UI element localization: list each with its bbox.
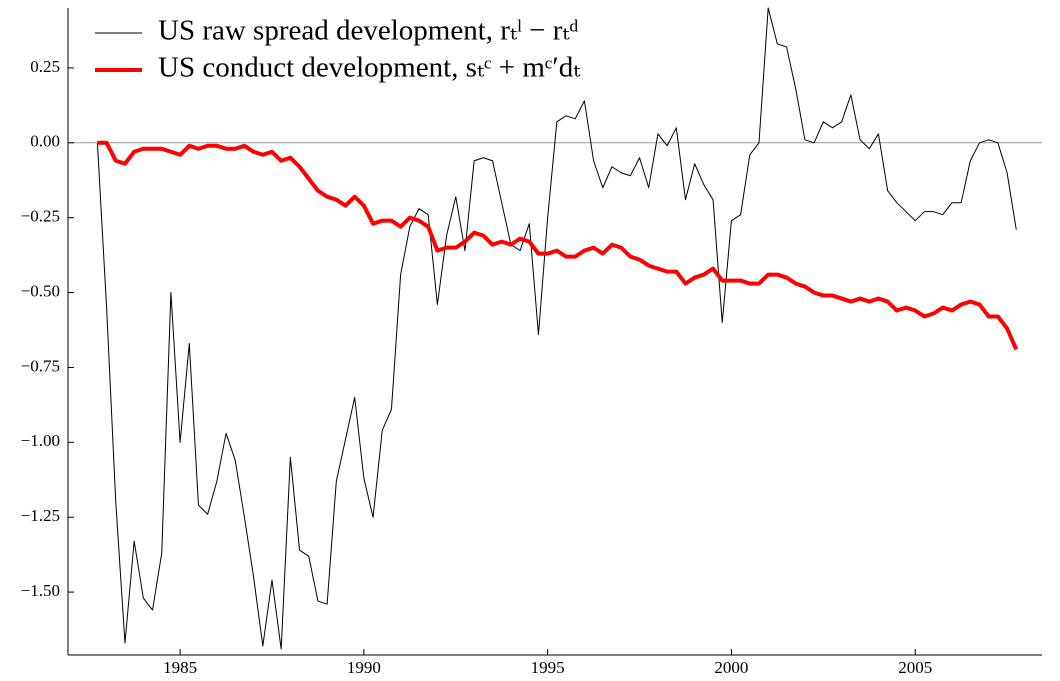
y-tick-label: −0.75 xyxy=(21,356,60,375)
x-tick-label: 1985 xyxy=(163,658,197,677)
y-tick-label: −1.50 xyxy=(21,581,60,600)
legend-label: US conduct development, sₜᶜ + mᶜ′dₜ xyxy=(158,52,581,84)
x-tick-label: 2000 xyxy=(714,658,748,677)
y-tick-label: −0.25 xyxy=(21,207,60,226)
y-tick-label: 0.25 xyxy=(30,57,60,76)
x-tick-label: 2005 xyxy=(898,658,932,677)
x-tick-label: 1990 xyxy=(347,658,381,677)
y-tick-label: −0.50 xyxy=(21,281,60,300)
legend-label: US raw spread development, rₜˡ − rₜᵈ xyxy=(158,15,579,47)
x-tick-label: 1995 xyxy=(531,658,565,677)
y-tick-label: 0.00 xyxy=(30,132,60,151)
series-line xyxy=(96,7,1017,650)
y-tick-label: −1.00 xyxy=(21,431,60,450)
y-tick-label: −1.25 xyxy=(21,506,60,525)
series-line xyxy=(97,140,1019,351)
